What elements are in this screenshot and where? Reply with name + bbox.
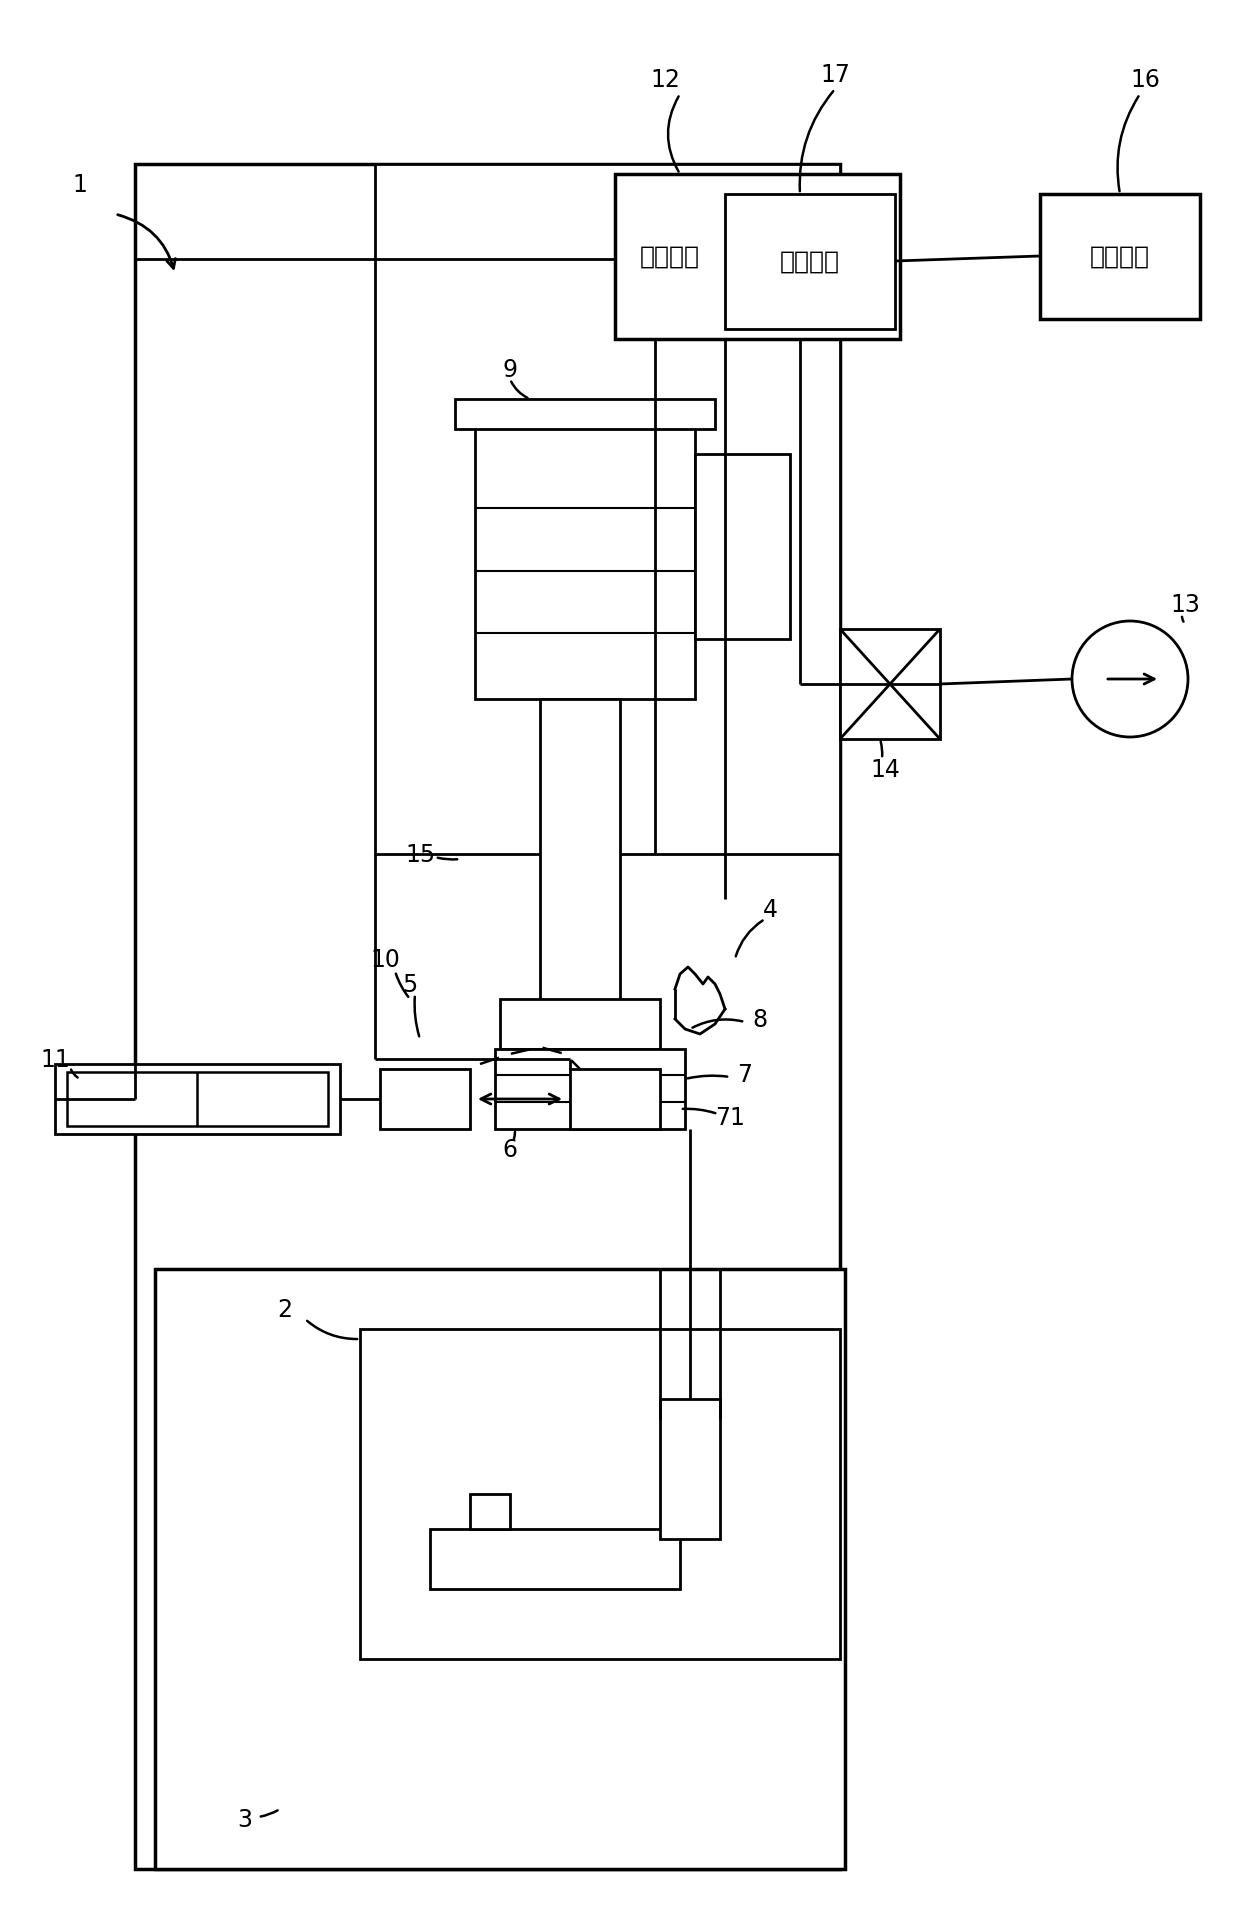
- Text: 5: 5: [402, 973, 418, 996]
- Bar: [694, 455, 790, 639]
- Text: 3: 3: [238, 1806, 253, 1832]
- Text: 控制单元: 控制单元: [640, 245, 701, 268]
- Text: 8: 8: [753, 1007, 768, 1031]
- Text: 9: 9: [502, 357, 517, 382]
- Bar: [135, 164, 839, 1868]
- Bar: [155, 1270, 844, 1868]
- Text: 16: 16: [1130, 68, 1159, 93]
- Bar: [470, 1494, 510, 1529]
- Bar: [430, 1529, 680, 1588]
- Bar: [455, 400, 715, 430]
- Text: 4: 4: [763, 897, 777, 921]
- Bar: [374, 164, 839, 855]
- Text: 6: 6: [502, 1137, 517, 1162]
- Text: 71: 71: [715, 1106, 745, 1129]
- Bar: [55, 1065, 340, 1135]
- Bar: [660, 1399, 720, 1540]
- Text: 15: 15: [405, 843, 435, 867]
- Text: 17: 17: [820, 64, 849, 87]
- Text: 2: 2: [278, 1297, 293, 1322]
- Text: 12: 12: [650, 68, 680, 93]
- Bar: [500, 1000, 660, 1050]
- Text: 11: 11: [40, 1048, 69, 1071]
- Text: 计算单元: 计算单元: [780, 249, 839, 274]
- Text: 1: 1: [73, 174, 88, 197]
- Bar: [379, 1069, 470, 1129]
- Bar: [67, 1073, 329, 1127]
- Bar: [615, 176, 900, 340]
- Text: 13: 13: [1171, 593, 1200, 618]
- Text: 存储单元: 存储单元: [1090, 245, 1149, 268]
- Text: 10: 10: [370, 948, 401, 971]
- Bar: [495, 1050, 684, 1129]
- Bar: [360, 1330, 839, 1660]
- Bar: [570, 1069, 660, 1129]
- Text: 14: 14: [870, 758, 900, 782]
- Bar: [839, 629, 940, 739]
- Bar: [539, 701, 620, 1009]
- Text: 7: 7: [738, 1062, 753, 1087]
- Bar: [475, 415, 694, 701]
- Bar: [1040, 195, 1200, 320]
- Bar: [725, 195, 895, 330]
